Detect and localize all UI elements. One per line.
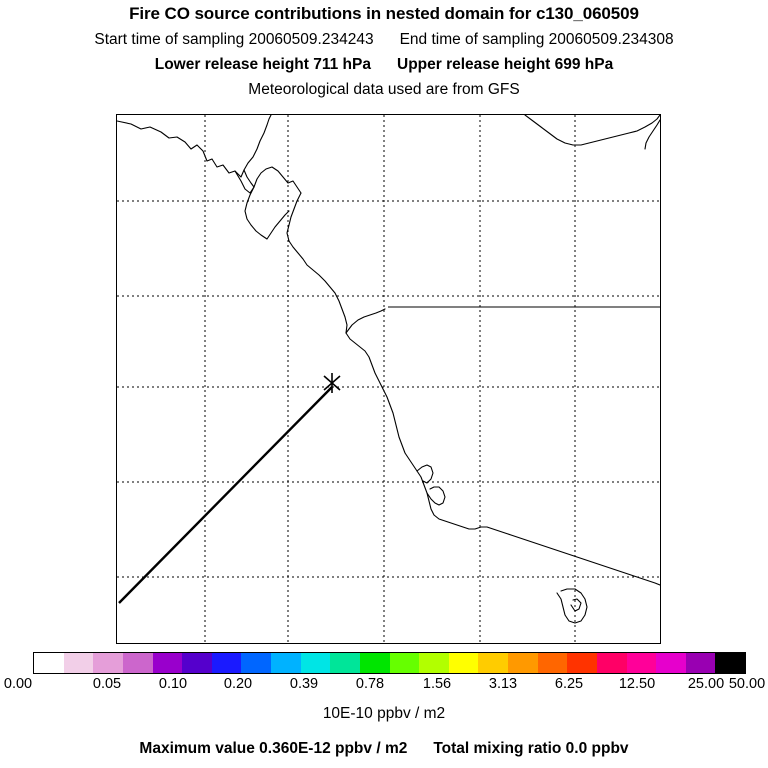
colorbar-tick: 0.39 (289, 676, 319, 692)
map-gridlines (117, 115, 660, 643)
colorbar-swatch (300, 653, 331, 673)
colorbar-tick: 0.05 (92, 676, 122, 692)
colorbar-swatch (182, 653, 212, 673)
colorbar-tick: 6.25 (554, 676, 584, 692)
page-title: Fire CO source contributions in nested d… (129, 4, 639, 23)
colorbar-swatch (63, 653, 94, 673)
colorbar-swatch (685, 653, 716, 673)
lower-release-height-label: Lower release height 711 hPa (154, 56, 371, 73)
colorbar-tick: 25.00 (687, 676, 725, 692)
colorbar-swatch (389, 653, 420, 673)
sampling-time-line: Start time of sampling 20060509.234243 En… (0, 31, 768, 49)
colorbar-swatch (478, 653, 508, 673)
start-time-label: Start time of sampling 20060509.234243 (94, 31, 374, 48)
end-time-label: End time of sampling 20060509.234308 (399, 31, 674, 48)
colorbar-tick: 0.00 (3, 676, 33, 692)
coastline-path (117, 115, 660, 624)
colorbar (33, 652, 746, 674)
map-canvas (117, 115, 660, 643)
colorbar-swatch (656, 653, 686, 673)
colorbar-tick: 0.78 (355, 676, 385, 692)
colorbar-tick: 1.56 (422, 676, 452, 692)
colorbar-swatch (359, 653, 390, 673)
colorbar-tick: 0.20 (223, 676, 253, 692)
release-height-line: Lower release height 711 hPa Upper releas… (0, 56, 768, 74)
release-site-marker (323, 373, 341, 393)
colorbar-tick: 3.13 (488, 676, 518, 692)
colorbar-swatch (330, 653, 360, 673)
met-data-label: Meteorological data used are from GFS (248, 81, 520, 98)
colorbar-tick: 12.50 (618, 676, 656, 692)
colorbar-swatch (419, 653, 449, 673)
footer-stats: Maximum value 0.360E-12 ppbv / m2 Total m… (0, 740, 768, 758)
colorbar-swatch (508, 653, 538, 673)
colorbar-swatch (626, 653, 657, 673)
colorbar-swatch (271, 653, 301, 673)
colorbar-swatch (152, 653, 183, 673)
upper-release-height-label: Upper release height 699 hPa (397, 56, 614, 73)
colorbar-swatch (93, 653, 123, 673)
map-panel[interactable] (116, 114, 661, 644)
colorbar-tick: 50.00 (728, 676, 766, 692)
colorbar-swatch (122, 653, 153, 673)
colorbar-swatch (537, 653, 568, 673)
colorbar-swatch (567, 653, 597, 673)
colorbar-unit-label: 10E-10 ppbv / m2 (322, 705, 446, 722)
colorbar-swatch (34, 653, 64, 673)
colorbar-swatch (241, 653, 271, 673)
colorbar-swatch (211, 653, 242, 673)
total-mixing-ratio-label: Total mixing ratio 0.0 ppbv (433, 740, 629, 757)
colorbar-tick: 0.10 (158, 676, 188, 692)
colorbar-swatch (448, 653, 479, 673)
colorbar-swatch (715, 653, 745, 673)
flight-track-line (118, 386, 333, 604)
maximum-value-label: Maximum value 0.360E-12 ppbv / m2 (139, 740, 408, 757)
colorbar-tick-labels: 0.00 0.05 0.10 0.20 0.39 0.78 1.56 3.13 … (0, 676, 768, 692)
colorbar-swatch (596, 653, 627, 673)
